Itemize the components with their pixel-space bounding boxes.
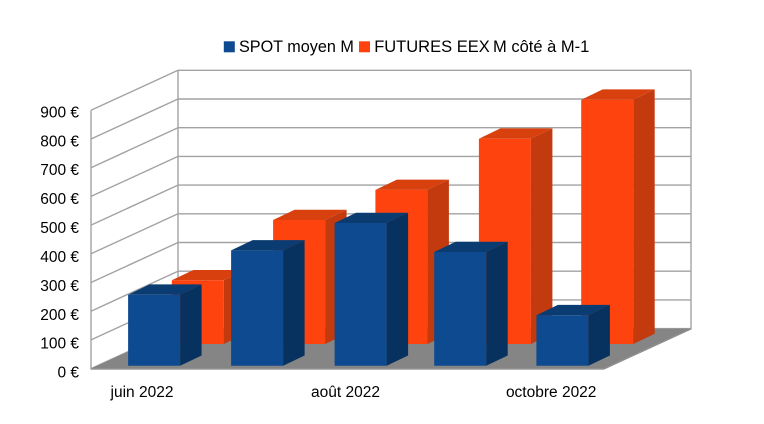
svg-text:600 €: 600 € — [40, 191, 79, 208]
svg-text:0 €: 0 € — [57, 365, 79, 382]
svg-text:août 2022: août 2022 — [311, 384, 380, 401]
svg-text:900 €: 900 € — [40, 104, 79, 121]
svg-text:FUTURES EEX M côté à M-1: FUTURES EEX M côté à M-1 — [374, 38, 589, 56]
svg-text:SPOT moyen M: SPOT moyen M — [239, 38, 354, 56]
svg-text:700 €: 700 € — [40, 162, 79, 179]
svg-text:octobre 2022: octobre 2022 — [506, 384, 597, 401]
svg-text:800 €: 800 € — [40, 133, 79, 150]
svg-text:300 €: 300 € — [40, 278, 79, 295]
svg-text:100 €: 100 € — [40, 336, 79, 353]
svg-text:400 €: 400 € — [40, 249, 79, 266]
svg-text:200 €: 200 € — [40, 307, 79, 324]
svg-text:juin 2022: juin 2022 — [110, 384, 174, 401]
svg-text:500 €: 500 € — [40, 220, 79, 237]
